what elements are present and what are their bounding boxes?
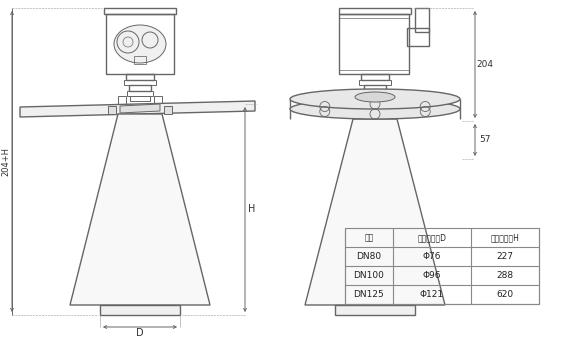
Bar — [164, 106, 172, 114]
Text: DN80: DN80 — [356, 252, 382, 261]
Text: DN100: DN100 — [353, 271, 385, 280]
Text: D: D — [136, 328, 144, 338]
Polygon shape — [120, 104, 160, 113]
Text: DN125: DN125 — [353, 290, 385, 299]
Bar — [108, 106, 116, 114]
Bar — [345, 228, 539, 304]
Bar — [106, 14, 174, 74]
Ellipse shape — [290, 99, 460, 119]
Bar — [365, 96, 385, 101]
Text: 喇叭口高度H: 喇叭口高度H — [490, 233, 519, 242]
Bar — [335, 305, 415, 315]
Polygon shape — [20, 101, 255, 117]
Bar — [129, 85, 151, 91]
Bar — [134, 56, 146, 64]
Text: 620: 620 — [496, 290, 514, 299]
Bar — [407, 28, 429, 46]
Text: 204: 204 — [476, 60, 493, 69]
Text: 288: 288 — [496, 271, 514, 280]
Polygon shape — [70, 114, 210, 305]
Text: Φ96: Φ96 — [423, 271, 441, 280]
Bar — [124, 80, 156, 85]
Bar — [362, 91, 388, 96]
Text: 227: 227 — [497, 252, 513, 261]
Bar — [349, 94, 359, 102]
Bar — [364, 85, 386, 91]
Bar — [359, 80, 391, 85]
Bar — [127, 91, 153, 96]
Ellipse shape — [114, 25, 166, 63]
Text: Φ121: Φ121 — [420, 290, 444, 299]
Bar — [415, 8, 429, 32]
Bar — [339, 14, 409, 74]
Text: H: H — [248, 205, 255, 214]
Text: 57: 57 — [479, 135, 490, 145]
Bar — [154, 96, 162, 104]
Bar — [126, 74, 154, 80]
Bar — [130, 96, 150, 101]
Ellipse shape — [355, 92, 395, 102]
Text: 法兰: 法兰 — [364, 233, 374, 242]
Bar — [339, 8, 411, 14]
Bar — [118, 96, 126, 104]
Bar — [100, 305, 180, 315]
Text: Φ76: Φ76 — [423, 252, 441, 261]
Bar — [104, 8, 176, 14]
Ellipse shape — [290, 89, 460, 109]
Polygon shape — [305, 119, 445, 305]
Text: 喇叭口直径D: 喇叭口直径D — [418, 233, 447, 242]
Bar — [361, 74, 389, 80]
Text: 204+H: 204+H — [2, 147, 10, 176]
